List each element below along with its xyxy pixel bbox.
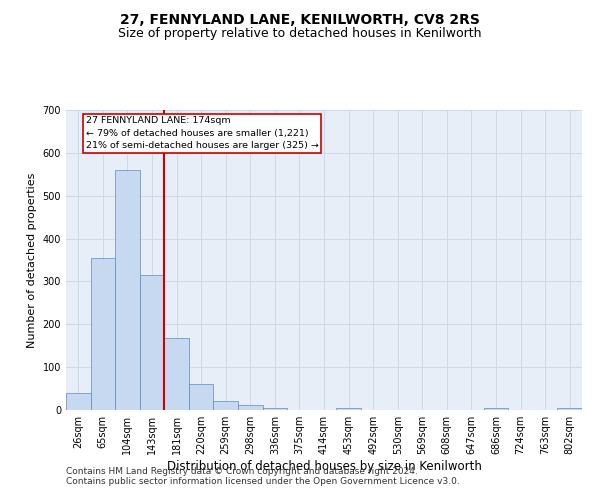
Bar <box>238 406 263 410</box>
Bar <box>263 408 287 410</box>
Bar <box>66 393 91 410</box>
Bar <box>140 275 164 410</box>
Bar <box>164 338 189 410</box>
Bar <box>336 408 361 410</box>
Bar <box>91 258 115 410</box>
Bar <box>115 170 140 410</box>
Bar <box>557 408 582 410</box>
Text: Size of property relative to detached houses in Kenilworth: Size of property relative to detached ho… <box>118 28 482 40</box>
Bar <box>484 408 508 410</box>
Text: 27 FENNYLAND LANE: 174sqm
← 79% of detached houses are smaller (1,221)
21% of se: 27 FENNYLAND LANE: 174sqm ← 79% of detac… <box>86 116 319 150</box>
Text: 27, FENNYLAND LANE, KENILWORTH, CV8 2RS: 27, FENNYLAND LANE, KENILWORTH, CV8 2RS <box>120 12 480 26</box>
Bar <box>189 384 214 410</box>
Text: Contains public sector information licensed under the Open Government Licence v3: Contains public sector information licen… <box>66 477 460 486</box>
Y-axis label: Number of detached properties: Number of detached properties <box>27 172 37 348</box>
X-axis label: Distribution of detached houses by size in Kenilworth: Distribution of detached houses by size … <box>167 460 481 473</box>
Text: Contains HM Land Registry data © Crown copyright and database right 2024.: Contains HM Land Registry data © Crown c… <box>66 467 418 476</box>
Bar <box>214 400 238 410</box>
